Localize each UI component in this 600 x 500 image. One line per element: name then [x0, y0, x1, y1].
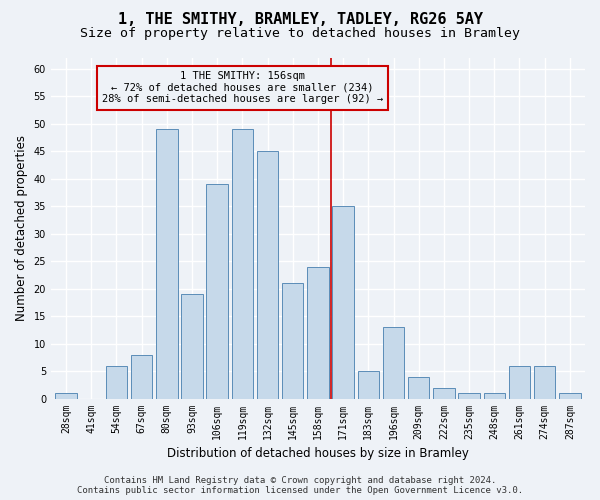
Bar [383, 327, 404, 398]
Bar [307, 266, 329, 398]
Y-axis label: Number of detached properties: Number of detached properties [15, 135, 28, 321]
Bar [106, 366, 127, 398]
Text: 1 THE SMITHY: 156sqm
← 72% of detached houses are smaller (234)
28% of semi-deta: 1 THE SMITHY: 156sqm ← 72% of detached h… [102, 72, 383, 104]
Bar [55, 393, 77, 398]
Bar [206, 184, 228, 398]
Bar [458, 393, 480, 398]
X-axis label: Distribution of detached houses by size in Bramley: Distribution of detached houses by size … [167, 447, 469, 460]
Bar [534, 366, 556, 398]
Bar [156, 129, 178, 398]
Bar [131, 354, 152, 399]
Bar [181, 294, 203, 399]
Bar [257, 151, 278, 398]
Text: Size of property relative to detached houses in Bramley: Size of property relative to detached ho… [80, 28, 520, 40]
Bar [282, 283, 304, 399]
Bar [484, 393, 505, 398]
Bar [559, 393, 581, 398]
Bar [509, 366, 530, 398]
Text: Contains HM Land Registry data © Crown copyright and database right 2024.
Contai: Contains HM Land Registry data © Crown c… [77, 476, 523, 495]
Bar [433, 388, 455, 398]
Bar [232, 129, 253, 398]
Text: 1, THE SMITHY, BRAMLEY, TADLEY, RG26 5AY: 1, THE SMITHY, BRAMLEY, TADLEY, RG26 5AY [118, 12, 482, 28]
Bar [408, 376, 430, 398]
Bar [332, 206, 354, 398]
Bar [358, 371, 379, 398]
